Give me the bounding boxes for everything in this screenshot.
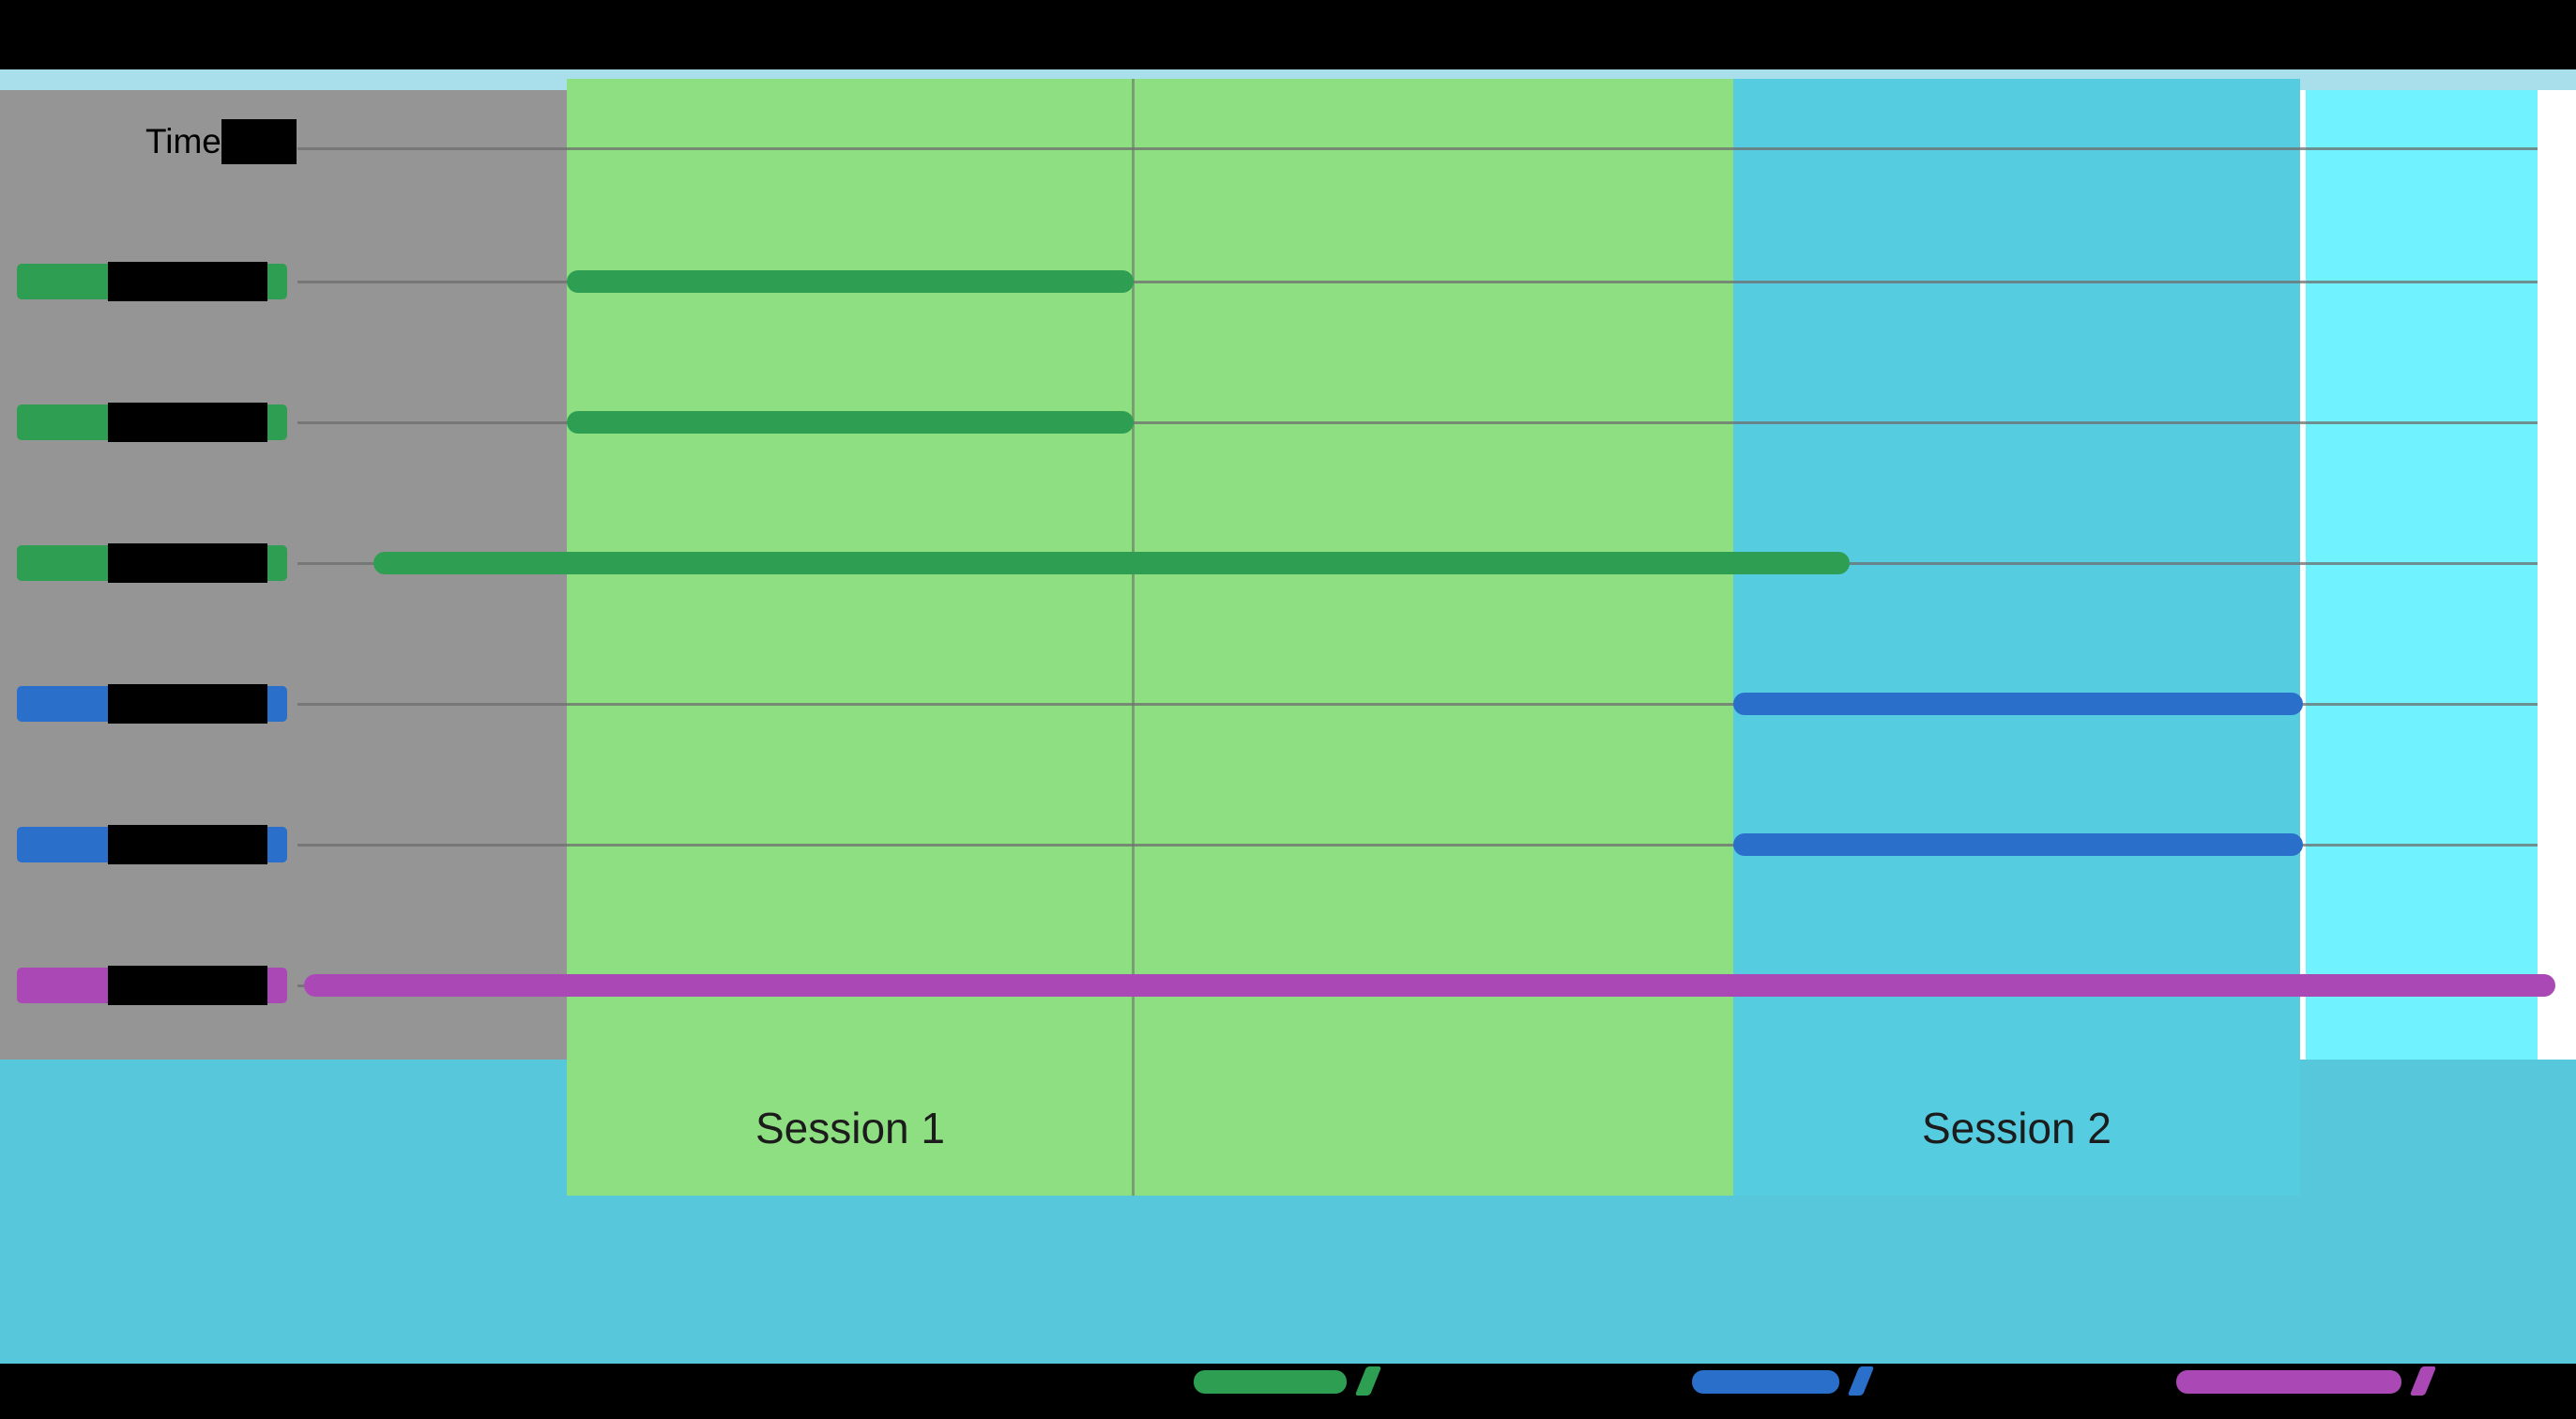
time-label-redaction bbox=[221, 119, 297, 164]
session-label-2: Session 2 bbox=[1921, 1104, 2111, 1152]
row-label-redaction bbox=[108, 825, 267, 864]
task-bar bbox=[1733, 833, 2303, 856]
task-bar bbox=[567, 270, 1134, 293]
legend-swatch bbox=[1692, 1370, 1839, 1394]
gridline bbox=[297, 281, 2538, 283]
task-bar bbox=[373, 552, 1850, 574]
legend-swatch bbox=[1194, 1370, 1347, 1394]
gridline bbox=[297, 147, 2538, 150]
gridline bbox=[297, 421, 2538, 424]
task-bar bbox=[567, 411, 1134, 434]
vertical-gridline bbox=[1132, 79, 1135, 1196]
legend-swatch bbox=[2176, 1370, 2401, 1394]
gridline bbox=[297, 703, 2538, 706]
right-highlight-band bbox=[2306, 90, 2538, 1060]
row-label-redaction bbox=[108, 262, 267, 301]
row-label-redaction bbox=[108, 966, 267, 1005]
time-axis-label: Time bbox=[145, 122, 221, 160]
top-letterbox bbox=[0, 0, 2576, 69]
gridline bbox=[297, 844, 2538, 847]
session-band-2 bbox=[1733, 79, 2300, 1196]
row-label-redaction bbox=[108, 543, 267, 583]
task-bar bbox=[1733, 693, 2303, 715]
row-label-redaction bbox=[108, 403, 267, 442]
session-label-1: Session 1 bbox=[755, 1104, 945, 1152]
session-band-1 bbox=[567, 79, 1733, 1196]
task-bar bbox=[304, 974, 2555, 997]
row-label-redaction bbox=[108, 684, 267, 724]
